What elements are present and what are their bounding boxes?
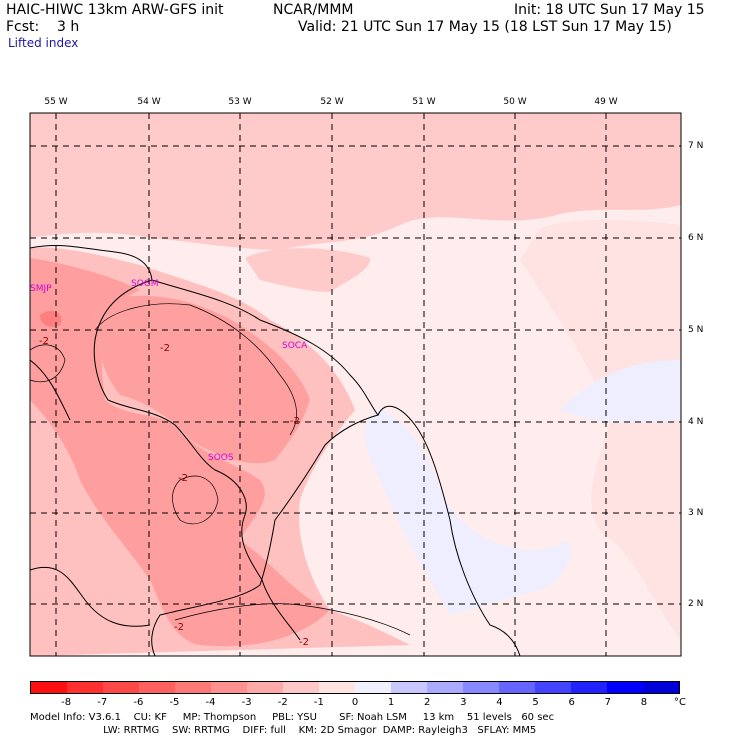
colorbar-swatch: [535, 682, 571, 693]
colorbar-tick-label: 4: [496, 697, 503, 708]
colorbar-tick-label: 7: [604, 697, 611, 708]
colorbar-tick-label: 1: [387, 697, 395, 708]
valid-time: Valid: 21 UTC Sun 17 May 15 (18 LST Sun …: [298, 19, 672, 35]
colorbar-swatch: [247, 682, 283, 693]
contour-label: -2: [174, 622, 184, 633]
colorbar-unit: °C: [674, 697, 686, 708]
center-label: NCAR/MMM: [273, 2, 354, 18]
colorbar-tick-label: -5: [169, 697, 180, 708]
colorbar-swatch: [67, 682, 103, 693]
contour-label: -2: [160, 343, 170, 354]
colorbar-swatch: [31, 682, 67, 693]
colorbar-swatch: [463, 682, 499, 693]
colorbar-tick-label: 8: [640, 697, 648, 708]
border-west: [30, 359, 71, 421]
model-info-line1: Model Info: V3.6.1 CU: KF MP: Thompson P…: [30, 712, 555, 723]
contour-label: -2: [178, 473, 188, 484]
colorbar-swatch: [607, 682, 643, 693]
colorbar-swatch: [319, 682, 355, 693]
graticule: [30, 113, 681, 656]
lat-label: 3 N: [688, 508, 704, 518]
colorbar-swatch: [175, 682, 211, 693]
colorbar-swatch: [139, 682, 175, 693]
colorbar-swatch: [355, 682, 391, 693]
li-field-east-band: [520, 219, 681, 640]
lon-label: 54 W: [137, 97, 161, 107]
border-south: [30, 566, 151, 627]
contour-label: -2: [299, 637, 309, 648]
colorbar-swatch: [103, 682, 139, 693]
lat-label: 5 N: [688, 325, 704, 335]
lon-label: 53 W: [228, 97, 252, 107]
coastline: [30, 244, 521, 656]
colorbar-tick-label: -8: [61, 697, 72, 708]
colorbar-tick-label: -4: [205, 697, 216, 708]
colorbar-swatch: [283, 682, 319, 693]
colorbar-tick-label: -1: [313, 697, 324, 708]
station-label: SOOS: [208, 453, 234, 463]
lat-label: 7 N: [688, 141, 704, 151]
colorbar-tick-label: -2: [277, 697, 288, 708]
lon-label: 50 W: [503, 97, 527, 107]
lon-label: 52 W: [320, 97, 344, 107]
lon-label: 49 W: [594, 97, 618, 107]
lon-label: 55 W: [44, 97, 68, 107]
border-suriname-guyane: [93, 279, 301, 641]
colorbar-tick-label: -6: [133, 697, 144, 708]
lat-label: 2 N: [688, 599, 704, 609]
colorbar-swatch: [499, 682, 535, 693]
colorbar-tick-label: 3: [460, 697, 467, 708]
model-info-line2: LW: RRTMG SW: RRTMG DIFF: full KM: 2D Sm…: [30, 725, 537, 736]
contour-line: [174, 603, 411, 636]
colorbar-tick-label: 6: [568, 697, 575, 708]
contour-line: [172, 475, 219, 525]
li-field-positive-patch: [365, 410, 571, 615]
colorbar-tick-label: -3: [241, 697, 252, 708]
station-label: SOCA: [282, 341, 308, 351]
colorbar: [30, 681, 680, 694]
lat-label: 4 N: [688, 417, 704, 427]
forecast-hour: Fcst: 3 h: [6, 19, 80, 35]
colorbar-swatch: [571, 682, 607, 693]
map-frame: [29, 112, 682, 657]
lat-label: 6 N: [688, 233, 704, 243]
contour-line: [30, 344, 66, 383]
contour-line: [94, 303, 297, 436]
li-field-land-minus3: [30, 258, 330, 647]
li-field-blob: [245, 248, 371, 292]
model-title: HAIC-HIWC 13km ARW-GFS init: [6, 2, 224, 18]
field-name: Lifted index: [8, 36, 79, 50]
station-label: SMJP: [30, 284, 52, 294]
colorbar-tick-label: 5: [532, 697, 539, 708]
colorbar-tick-label: 2: [424, 697, 431, 708]
colorbar-tick-label: -7: [97, 697, 108, 708]
contour-label: -2: [290, 416, 300, 427]
init-time: Init: 18 UTC Sun 17 May 15: [514, 2, 705, 18]
contour-label: -2: [39, 336, 49, 347]
colorbar-swatch: [427, 682, 463, 693]
colorbar-swatch: [211, 682, 247, 693]
colorbar-tick-label: 0: [351, 697, 359, 708]
li-field-north-band: [30, 113, 681, 250]
border-guyane-brazil: [151, 414, 379, 656]
colorbar-swatch: [643, 682, 679, 693]
station-label: SOGM: [131, 279, 159, 289]
lon-label: 51 W: [412, 97, 436, 107]
colorbar-swatch: [391, 682, 427, 693]
li-field-positive-patch-east: [560, 360, 681, 423]
